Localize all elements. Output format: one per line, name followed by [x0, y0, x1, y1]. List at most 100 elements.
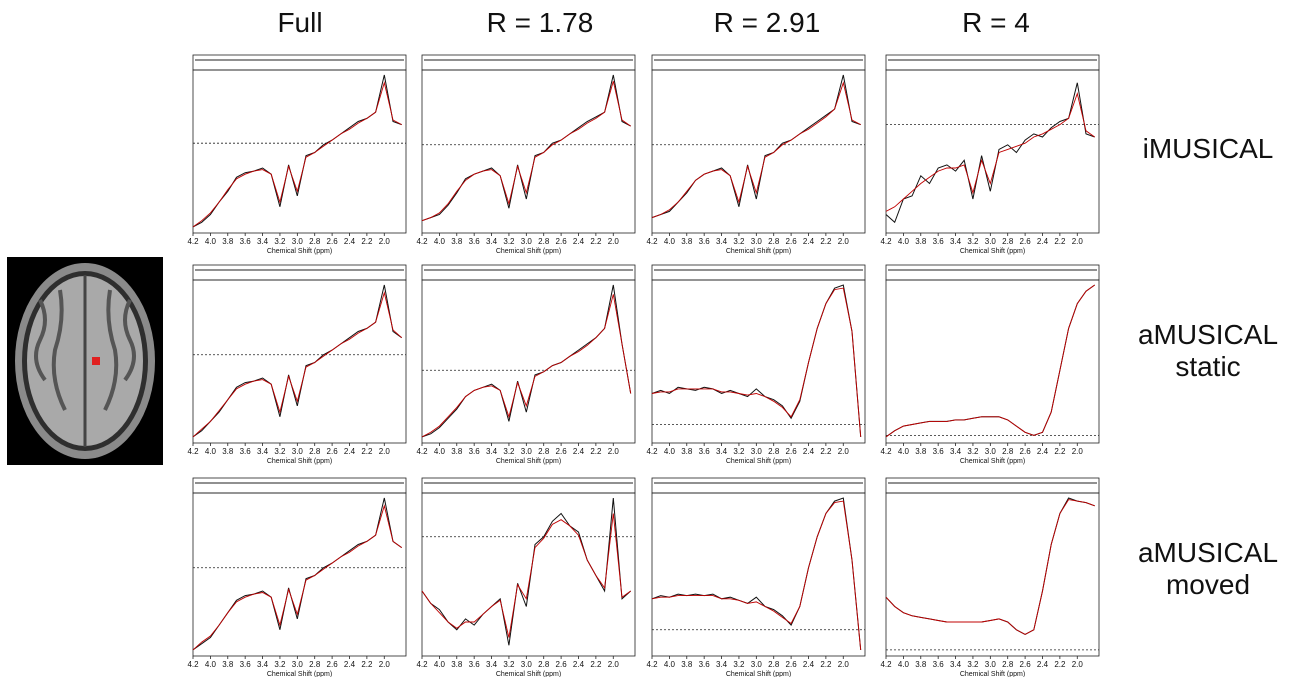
x-tick-label: 4.0 [205, 237, 217, 246]
x-tick-label: 2.8 [538, 660, 550, 669]
x-tick-label: 2.8 [1002, 660, 1014, 669]
x-tick-label: 4.0 [205, 660, 217, 669]
x-tick-label: 3.4 [257, 237, 269, 246]
spectrum-fit [193, 83, 402, 227]
x-tick-label: 4.2 [187, 237, 199, 246]
x-tick-label: 4.2 [646, 447, 658, 456]
x-tick-label: 3.8 [681, 660, 693, 669]
x-tick-label: 3.0 [751, 660, 763, 669]
spectrum-fit [422, 294, 631, 437]
x-tick-label: 2.2 [820, 660, 832, 669]
x-tick-label: 3.2 [274, 660, 286, 669]
row-label: iMUSICAL [1143, 133, 1274, 164]
spectrum-data [652, 498, 861, 650]
x-tick-label: 2.2 [820, 447, 832, 456]
x-tick-label: 2.8 [309, 660, 321, 669]
residual-frame [422, 265, 635, 280]
x-tick-label: 2.6 [1020, 447, 1032, 456]
x-tick-label: 2.2 [590, 237, 602, 246]
plot-frame [886, 493, 1099, 656]
residual-frame [193, 478, 406, 493]
x-tick-label: 2.4 [803, 447, 815, 456]
spectrum-fit [652, 288, 861, 437]
x-tick-label: 2.8 [309, 237, 321, 246]
x-axis-label: Chemical Shift (ppm) [496, 671, 561, 677]
x-tick-label: 3.2 [733, 237, 745, 246]
x-tick-label: 2.8 [768, 660, 780, 669]
residual-frame [886, 478, 1099, 493]
x-tick-label: 2.0 [1072, 660, 1084, 669]
spectrum-fit [886, 285, 1095, 437]
x-axis-label: Chemical Shift (ppm) [726, 458, 791, 465]
row-label: moved [1166, 569, 1250, 600]
x-tick-label: 2.0 [379, 447, 391, 456]
x-tick-label: 2.4 [344, 237, 356, 246]
x-tick-label: 3.8 [222, 237, 234, 246]
x-tick-label: 3.6 [699, 237, 711, 246]
x-tick-label: 3.6 [933, 237, 945, 246]
residual-frame [652, 55, 865, 70]
plot-frame [652, 280, 865, 443]
spectrum-data [193, 498, 402, 650]
x-tick-label: 3.4 [950, 237, 962, 246]
x-axis-label: Chemical Shift (ppm) [726, 248, 791, 255]
x-tick-label: 4.0 [434, 237, 446, 246]
spectrum-data [422, 285, 631, 437]
x-tick-label: 2.6 [786, 447, 798, 456]
x-tick-label: 3.4 [716, 237, 728, 246]
plot-frame [886, 70, 1099, 233]
x-tick-label: 2.2 [1054, 237, 1066, 246]
spectrum-fit [652, 501, 861, 650]
spectrum-data [886, 285, 1095, 437]
spectrum-fit [422, 81, 631, 221]
x-tick-label: 2.0 [379, 660, 391, 669]
x-tick-label: 4.2 [880, 447, 892, 456]
x-tick-label: 2.0 [608, 447, 620, 456]
x-tick-label: 3.2 [967, 237, 979, 246]
x-tick-label: 2.0 [608, 237, 620, 246]
row-label: aMUSICAL [1138, 537, 1278, 568]
x-tick-label: 2.0 [608, 660, 620, 669]
x-tick-label: 4.2 [880, 237, 892, 246]
spectrum-data [886, 498, 1095, 634]
x-tick-label: 2.2 [590, 660, 602, 669]
x-tick-label: 3.6 [469, 237, 481, 246]
residual-frame [193, 55, 406, 70]
x-axis-label: Chemical Shift (ppm) [726, 671, 791, 677]
x-tick-label: 3.2 [733, 447, 745, 456]
x-tick-label: 3.8 [451, 447, 463, 456]
x-tick-label: 2.6 [786, 237, 798, 246]
x-tick-label: 2.6 [327, 660, 339, 669]
spectrum-fit [886, 500, 1095, 635]
x-tick-label: 2.0 [838, 447, 850, 456]
spectrum-data [652, 285, 861, 437]
x-tick-label: 3.6 [240, 237, 252, 246]
x-axis-label: Chemical Shift (ppm) [496, 458, 561, 465]
x-tick-label: 4.2 [880, 660, 892, 669]
spectrum-data [886, 83, 1095, 223]
x-tick-label: 2.2 [1054, 447, 1066, 456]
residual-frame [193, 265, 406, 280]
x-tick-label: 4.2 [646, 237, 658, 246]
x-tick-label: 3.6 [933, 447, 945, 456]
x-tick-label: 4.0 [434, 660, 446, 669]
plot-frame [422, 493, 635, 656]
x-tick-label: 3.0 [292, 447, 304, 456]
x-tick-label: 2.4 [344, 660, 356, 669]
x-tick-label: 3.2 [503, 447, 515, 456]
x-tick-label: 2.6 [556, 660, 568, 669]
x-tick-label: 3.6 [933, 660, 945, 669]
x-tick-label: 3.8 [915, 447, 927, 456]
x-tick-label: 3.6 [469, 447, 481, 456]
x-tick-label: 4.0 [898, 447, 910, 456]
residual-frame [422, 55, 635, 70]
x-tick-label: 3.4 [716, 447, 728, 456]
x-tick-label: 3.8 [451, 660, 463, 669]
x-tick-label: 2.4 [573, 237, 585, 246]
row-label: static [1175, 351, 1240, 382]
x-tick-label: 3.4 [950, 660, 962, 669]
x-tick-label: 2.4 [344, 447, 356, 456]
plot-frame [193, 493, 406, 656]
x-tick-label: 4.2 [416, 660, 428, 669]
x-tick-label: 3.6 [240, 447, 252, 456]
